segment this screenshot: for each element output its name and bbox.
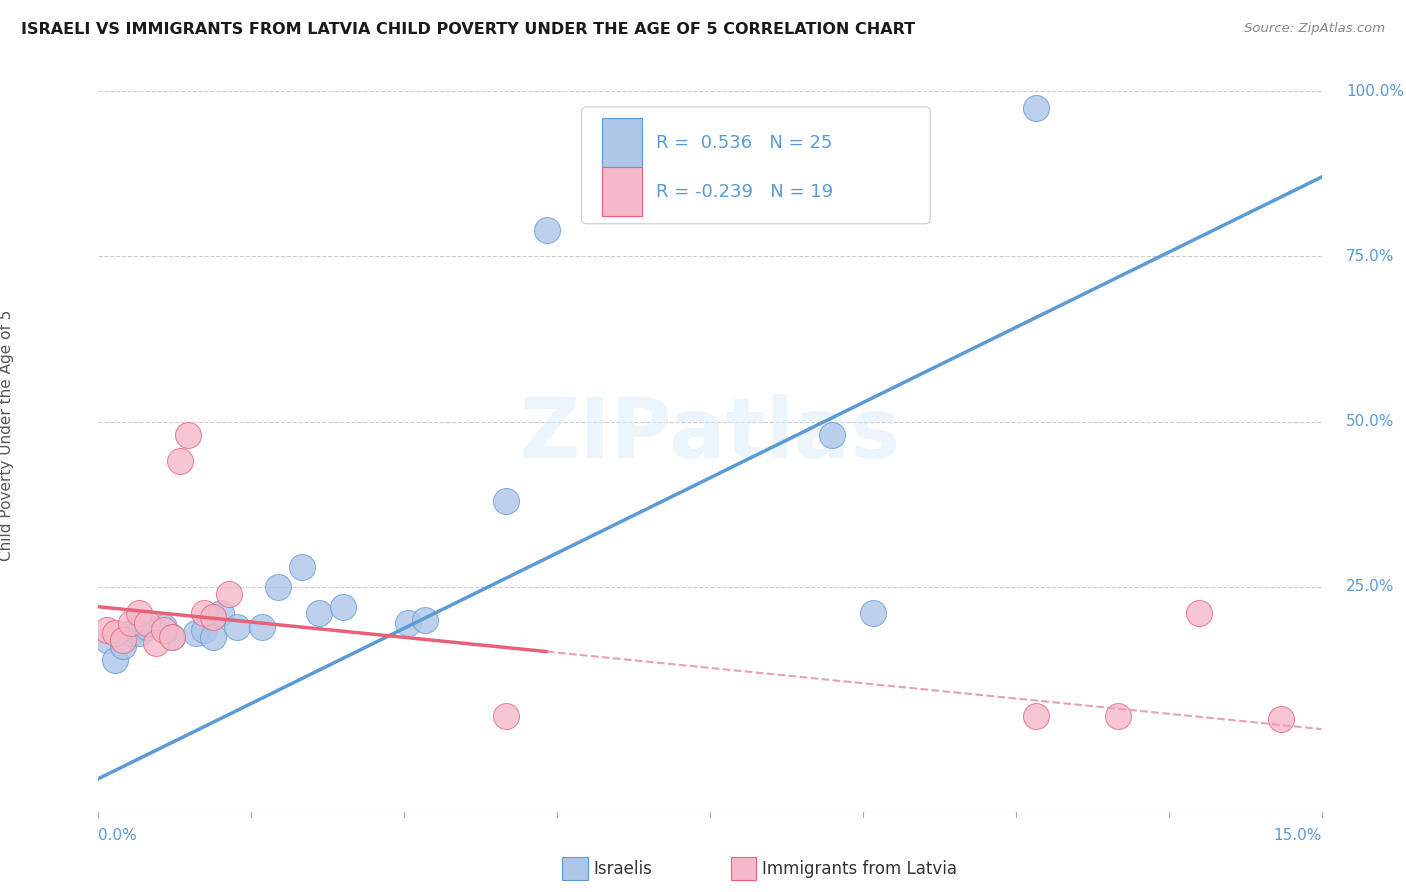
Text: 15.0%: 15.0% [1274, 829, 1322, 843]
Point [111, 632, 134, 647]
Point [291, 560, 314, 574]
Point [152, 623, 174, 637]
Point [1107, 709, 1129, 723]
Text: R = -0.239   N = 19: R = -0.239 N = 19 [657, 183, 834, 201]
Point [218, 586, 240, 600]
Text: Child Poverty Under the Age of 5: Child Poverty Under the Age of 5 [0, 310, 14, 560]
Point [862, 607, 884, 621]
Text: 100.0%: 100.0% [1346, 84, 1405, 98]
Point [177, 428, 200, 442]
Point [1188, 607, 1211, 621]
FancyBboxPatch shape [582, 107, 931, 224]
Text: 25.0%: 25.0% [1346, 580, 1395, 594]
Point [128, 626, 150, 640]
Point [250, 619, 273, 633]
Point [96, 623, 118, 637]
Point [1270, 712, 1292, 726]
Point [136, 619, 159, 633]
Text: Source: ZipAtlas.com: Source: ZipAtlas.com [1244, 22, 1385, 36]
Point [193, 623, 215, 637]
Point [226, 619, 249, 633]
Point [396, 616, 419, 631]
Point [1025, 101, 1047, 115]
FancyBboxPatch shape [602, 119, 641, 168]
Text: ISRAELI VS IMMIGRANTS FROM LATVIA CHILD POVERTY UNDER THE AGE OF 5 CORRELATION C: ISRAELI VS IMMIGRANTS FROM LATVIA CHILD … [21, 22, 915, 37]
Point [96, 632, 118, 647]
Text: 50.0%: 50.0% [1346, 414, 1395, 429]
Point [495, 494, 517, 508]
Point [128, 607, 150, 621]
Point [308, 607, 330, 621]
Point [160, 630, 183, 644]
Text: R =  0.536   N = 25: R = 0.536 N = 25 [657, 134, 832, 152]
Point [169, 454, 191, 468]
Point [193, 607, 215, 621]
Point [152, 619, 174, 633]
FancyBboxPatch shape [602, 168, 641, 216]
Point [821, 428, 844, 442]
Text: 0.0%: 0.0% [98, 829, 138, 843]
Text: Immigrants from Latvia: Immigrants from Latvia [762, 860, 957, 878]
Point [186, 626, 208, 640]
Point [267, 580, 290, 594]
Point [160, 630, 183, 644]
Text: ZIPatlas: ZIPatlas [520, 394, 900, 475]
Text: Israelis: Israelis [593, 860, 652, 878]
Point [201, 609, 224, 624]
Point [120, 616, 142, 631]
Point [104, 626, 127, 640]
Point [136, 616, 159, 631]
Point [332, 599, 354, 614]
Point [104, 653, 127, 667]
Point [209, 607, 232, 621]
Point [413, 613, 436, 627]
Point [145, 636, 167, 650]
Point [120, 626, 142, 640]
Text: 75.0%: 75.0% [1346, 249, 1395, 264]
Point [536, 223, 558, 237]
Point [1025, 709, 1047, 723]
Point [111, 640, 134, 654]
Point [201, 630, 224, 644]
Point [495, 709, 517, 723]
